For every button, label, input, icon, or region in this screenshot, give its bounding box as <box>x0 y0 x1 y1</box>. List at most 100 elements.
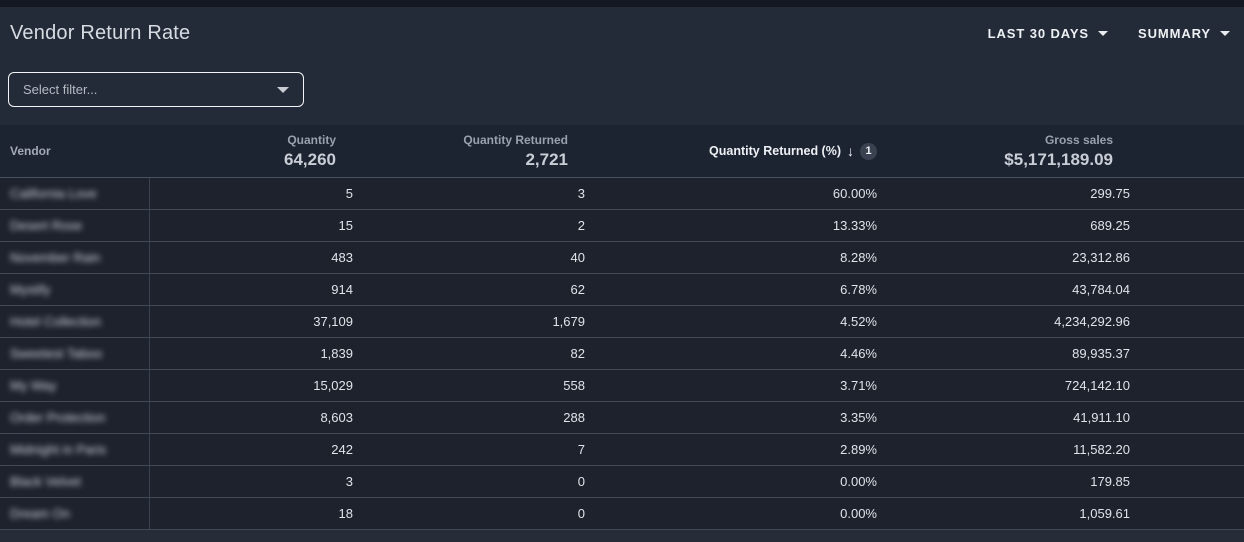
quantity-returned-pct-cell: 6.78% <box>840 282 877 297</box>
column-header-gross-sales[interactable]: Gross sales $5,171,189.09 <box>889 125 1244 177</box>
sort-descending-icon: ↓ <box>847 143 854 159</box>
vendor-cell: Sweetest Taboo <box>0 338 150 369</box>
quantity-cell: 15,029 <box>313 378 353 393</box>
quantity-cell: 8,603 <box>320 410 353 425</box>
date-range-label: LAST 30 DAYS <box>987 26 1090 41</box>
quantity-returned-cell: 288 <box>563 410 585 425</box>
vendor-cell: Mystify <box>0 274 150 305</box>
gross-sales-cell: 89,935.37 <box>1072 346 1130 361</box>
column-header-vendor[interactable]: Vendor <box>0 125 150 177</box>
column-total: 2,721 <box>525 149 568 169</box>
table-row[interactable]: Midnight in Paris 242 7 2.89% 11,582.20 <box>0 434 1244 466</box>
vendor-cell: Order Protection <box>0 402 150 433</box>
gross-sales-cell: 179.85 <box>1090 474 1130 489</box>
vendor-name-redacted: California Love <box>10 186 97 201</box>
title-bar: Vendor Return Rate LAST 30 DAYS SUMMARY <box>0 7 1244 60</box>
table-row[interactable]: Order Protection 8,603 288 3.35% 41,911.10 <box>0 402 1244 434</box>
table-row[interactable]: Desert Rose 15 2 13.33% 689.25 <box>0 210 1244 242</box>
table-row[interactable]: Hotel Collection 37,109 1,679 4.52% 4,234,29… <box>0 306 1244 338</box>
column-label: Quantity <box>287 132 336 147</box>
vendor-cell: Black Velvet <box>0 466 150 497</box>
vendor-table: Vendor Quantity 64,260 Quantity Returned… <box>0 125 1244 542</box>
filter-section: Select filter... <box>0 60 1244 125</box>
gross-sales-cell: 41,911.10 <box>1073 410 1130 425</box>
quantity-cell: 3 <box>345 474 353 489</box>
gross-sales-cell: 689.25 <box>1090 218 1130 233</box>
vendor-cell: November Rain <box>0 242 150 273</box>
top-strip <box>0 0 1244 7</box>
chevron-down-icon <box>1098 31 1109 36</box>
chevron-down-icon <box>1220 31 1230 36</box>
vendor-cell: Desert Rose <box>0 210 150 241</box>
quantity-returned-pct-cell: 2.89% <box>840 442 877 457</box>
view-mode-label: SUMMARY <box>1138 26 1211 41</box>
vendor-cell: Hotel Collection <box>0 306 150 337</box>
table-row[interactable]: Dream On 18 0 0.00% 1,059.61 <box>0 498 1244 530</box>
column-header-quantity[interactable]: Quantity 64,260 <box>150 125 365 177</box>
quantity-returned-pct-cell: 13.33% <box>832 218 877 233</box>
partial-next-row <box>0 530 1244 542</box>
table-row[interactable]: Sweetest Taboo 1,839 82 4.46% 89,935.37 <box>0 338 1244 370</box>
page-title: Vendor Return Rate <box>10 22 191 44</box>
quantity-returned-cell: 0 <box>577 506 585 521</box>
vendor-cell: My Way <box>0 370 150 401</box>
quantity-returned-pct-cell: 0.00% <box>840 506 877 521</box>
table-row[interactable]: November Rain 483 40 8.28% 23,312.86 <box>0 242 1244 274</box>
table-row[interactable]: Black Velvet 3 0 0.00% 179.85 <box>0 466 1244 498</box>
vendor-cell: California Love <box>0 178 150 209</box>
quantity-returned-cell: 2 <box>577 218 585 233</box>
table-row[interactable]: My Way 15,029 558 3.71% 724,142.10 <box>0 370 1244 402</box>
quantity-cell: 18 <box>338 506 353 521</box>
quantity-cell: 5 <box>345 186 353 201</box>
filter-placeholder: Select filter... <box>23 82 98 97</box>
vendor-cell: Midnight in Paris <box>0 434 150 465</box>
view-mode-dropdown[interactable]: SUMMARY <box>1138 26 1230 41</box>
gross-sales-cell: 11,582.20 <box>1073 442 1130 457</box>
column-header-quantity-returned[interactable]: Quantity Returned 2,721 <box>365 125 597 177</box>
gross-sales-cell: 1,059.61 <box>1079 506 1130 521</box>
gross-sales-cell: 299.75 <box>1090 186 1130 201</box>
table-header: Vendor Quantity 64,260 Quantity Returned… <box>0 125 1244 178</box>
vendor-name-redacted: November Rain <box>10 250 101 265</box>
quantity-returned-pct-cell: 0.00% <box>840 474 877 489</box>
quantity-returned-cell: 40 <box>570 250 585 265</box>
column-label: Gross sales <box>1044 132 1113 147</box>
vendor-name-redacted: Order Protection <box>10 410 106 425</box>
chevron-down-icon <box>277 86 289 93</box>
quantity-returned-cell: 7 <box>577 442 585 457</box>
quantity-returned-cell: 1,679 <box>552 314 585 329</box>
column-header-quantity-returned-pct[interactable]: Quantity Returned (%) ↓ 1 <box>597 125 889 177</box>
table-body: California Love 5 3 60.00% 299.75 Desert Rose… <box>0 178 1244 530</box>
column-label: Vendor <box>10 144 51 158</box>
table-row[interactable]: California Love 5 3 60.00% 299.75 <box>0 178 1244 210</box>
table-row[interactable]: Mystify 914 62 6.78% 43,784.04 <box>0 274 1244 306</box>
gross-sales-cell: 724,142.10 <box>1064 378 1130 393</box>
quantity-returned-pct-cell: 3.35% <box>840 410 877 425</box>
header-controls: LAST 30 DAYS SUMMARY <box>988 26 1230 41</box>
column-total: 64,260 <box>284 149 336 169</box>
quantity-cell: 242 <box>331 442 353 457</box>
gross-sales-cell: 23,312.86 <box>1072 250 1130 265</box>
quantity-returned-cell: 0 <box>577 474 585 489</box>
vendor-name-redacted: Midnight in Paris <box>10 442 107 457</box>
gross-sales-cell: 4,234,292.96 <box>1054 314 1130 329</box>
quantity-returned-pct-cell: 4.46% <box>840 346 877 361</box>
quantity-cell: 15 <box>338 218 353 233</box>
quantity-cell: 37,109 <box>313 314 353 329</box>
column-label: Quantity Returned <box>463 132 568 147</box>
quantity-returned-cell: 558 <box>563 378 585 393</box>
vendor-name-redacted: Black Velvet <box>10 474 81 489</box>
vendor-name-redacted: Sweetest Taboo <box>10 346 103 361</box>
column-label: Quantity Returned (%) <box>709 144 841 158</box>
quantity-returned-cell: 82 <box>570 346 585 361</box>
quantity-returned-pct-cell: 8.28% <box>840 250 877 265</box>
vendor-name-redacted: Dream On <box>10 506 70 521</box>
quantity-returned-pct-cell: 3.71% <box>840 378 877 393</box>
vendor-name-redacted: Mystify <box>10 282 51 297</box>
filter-select[interactable]: Select filter... <box>8 72 304 107</box>
column-total: $5,171,189.09 <box>1004 149 1113 169</box>
date-range-dropdown[interactable]: LAST 30 DAYS <box>987 26 1109 41</box>
quantity-returned-cell: 62 <box>570 282 585 297</box>
quantity-returned-pct-cell: 60.00% <box>832 186 877 201</box>
